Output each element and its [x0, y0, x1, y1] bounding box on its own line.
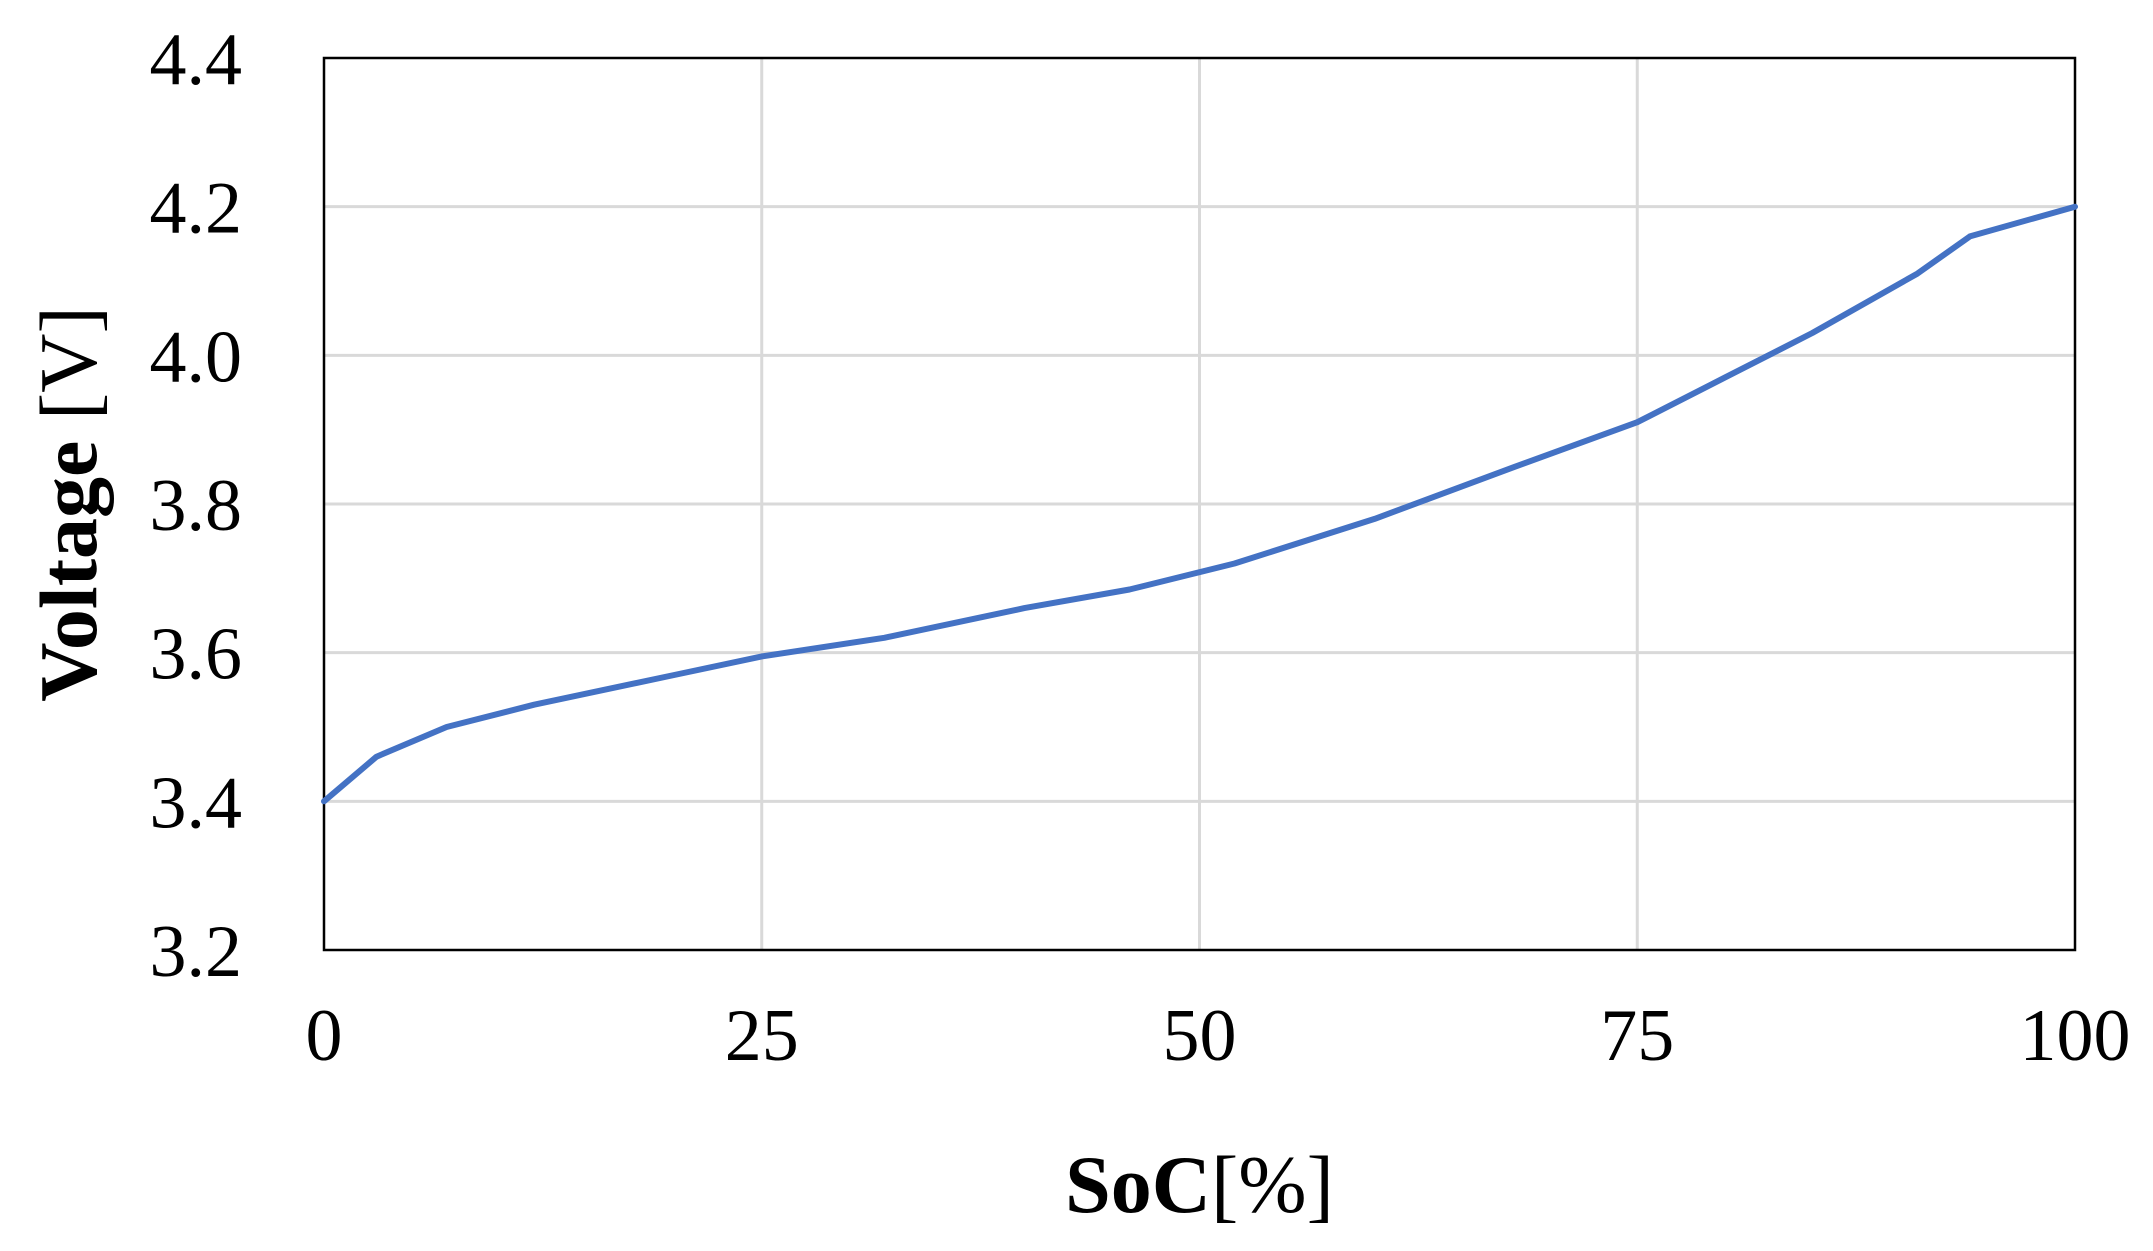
y-tick-label: 3.8 — [150, 465, 243, 547]
x-tick-label: 100 — [2020, 995, 2131, 1077]
y-tick-label: 3.4 — [150, 762, 243, 844]
y-tick-label: 3.6 — [150, 614, 243, 696]
x-axis-title-main: SoC — [1065, 1139, 1211, 1230]
y-tick-label: 4.2 — [150, 168, 243, 250]
x-axis-title: SoC[%] — [1065, 1139, 1334, 1230]
y-tick-label: 3.2 — [150, 911, 243, 993]
y-tick-label: 4.4 — [150, 19, 243, 101]
x-tick-label: 50 — [1163, 995, 1237, 1077]
x-tick-labels: 0 25 50 75 100 — [306, 995, 2131, 1077]
x-tick-label: 0 — [306, 995, 343, 1077]
y-axis-title: Voltage [V] — [23, 306, 114, 702]
y-tick-labels: 3.2 3.4 3.6 3.8 4.0 4.2 4.4 — [150, 19, 243, 993]
series-layer — [321, 203, 2078, 805]
grid-layer — [324, 58, 2075, 950]
x-tick-label: 25 — [725, 995, 799, 1077]
plot-area-frame — [322, 56, 2077, 952]
x-axis-title-unit: [%] — [1211, 1139, 1334, 1230]
y-axis-title-unit: [V] — [23, 306, 114, 440]
y-tick-label: 4.0 — [150, 316, 243, 398]
x-tick-label: 75 — [1600, 995, 1674, 1077]
series-line — [321, 203, 2078, 805]
y-axis-title-main: Voltage — [23, 441, 114, 702]
